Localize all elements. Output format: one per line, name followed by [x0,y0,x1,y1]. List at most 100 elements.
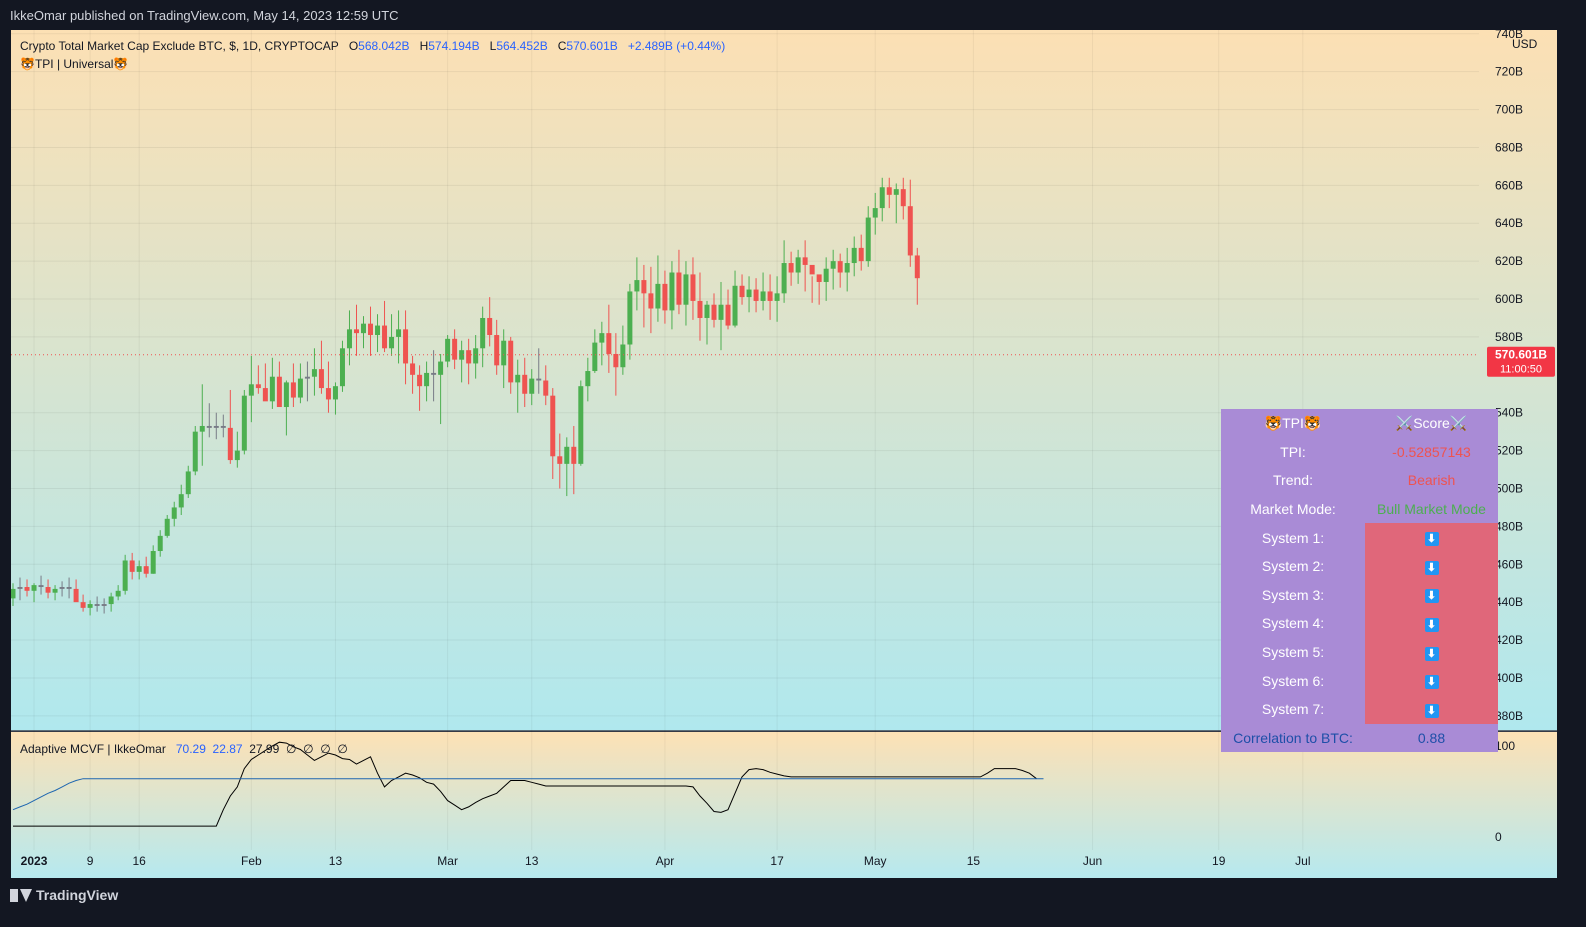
candle [914,247,920,305]
candle-body [788,263,794,273]
candle [466,338,472,385]
candle [858,234,864,271]
candle [557,433,563,489]
candle-body [872,208,878,218]
candle [382,300,388,353]
candle-body [851,247,857,264]
candle [627,283,633,360]
candle [94,596,100,612]
candle-body [557,456,563,464]
candle [599,321,605,366]
candle [157,530,163,557]
candle [690,257,696,320]
candle [844,247,850,292]
candle-body [690,274,696,301]
candle [655,255,661,322]
candle [255,365,261,394]
candle-body [17,587,23,589]
candle-body [767,291,773,301]
candle-body [262,388,268,402]
candle [725,289,731,330]
candle [606,304,612,373]
candle [424,361,430,402]
candle-body [914,255,920,279]
candle-body [837,261,843,273]
candle [550,388,556,480]
candle-body [368,323,374,336]
candle [108,592,114,612]
candle-body [171,507,177,519]
candle [648,266,654,334]
tradingview-logo[interactable]: TradingView [10,887,118,903]
candle [31,583,37,603]
candle-body [830,261,836,269]
candle [620,325,626,375]
price-tick: 580B [1495,330,1523,344]
candle-body [10,588,16,599]
high-label: H [419,39,429,53]
candle [17,577,23,601]
price-tick: 540B [1495,406,1523,420]
candle-body [578,386,584,464]
candle-body [52,588,58,593]
candle [487,297,493,347]
candle-body [59,587,65,589]
time-tick: Mar [437,854,458,868]
market-mode-label: Market Mode: [1250,501,1336,518]
candle-body [753,289,759,301]
candle-body [382,325,388,349]
candle [900,177,906,220]
candle-body [438,361,444,375]
candle [641,264,647,328]
candle-body [459,350,465,360]
candle [59,581,65,597]
candle-body [711,304,717,320]
candle [704,300,710,345]
candle [767,274,773,320]
candle-body [760,291,766,301]
candle [851,236,857,277]
candle-body [634,280,640,292]
candle [262,363,268,402]
candle-body [396,329,402,337]
candle [459,340,465,383]
candle [508,336,514,394]
candle [697,272,703,341]
chart-canvas[interactable]: 740B 720B 700B 680B 660B 640B 620B 600B 580B 540B… [10,27,1557,878]
candle-body [865,217,871,262]
candle [24,579,30,597]
candle [494,319,500,375]
candle-body [45,587,51,593]
candle-body [361,323,366,334]
candle-body [164,518,170,536]
candle [129,552,135,580]
candle-body [774,293,780,301]
candle-body [781,263,787,294]
candle [662,270,668,324]
candle [241,389,247,455]
candle [396,310,402,364]
candle [375,314,381,353]
candle [445,335,451,368]
candle [101,598,107,614]
low-label: L [489,39,497,53]
chart-frame[interactable]: 740B 720B 700B 680B 660B 640B 620B 600B 580B 540B… [10,27,1557,878]
candle [585,357,591,402]
candle-body [795,257,801,273]
symbol-header: Crypto Total Market Cap Exclude BTC, $, … [20,39,725,53]
candle-body [353,329,359,334]
candle [325,361,331,413]
candle-body [255,384,261,389]
candle-body [318,369,324,389]
candle-body [655,283,661,309]
candle-body [283,382,289,408]
candle-body [844,263,850,273]
candle-body [129,560,135,572]
candle-body [550,395,556,457]
candle [220,414,226,438]
osc-pane-bg [11,732,1557,878]
candle-body [346,329,352,349]
indicator-label[interactable]: 🐯TPI | Universal🐯 [20,57,129,71]
candle [10,583,16,606]
candle-body [94,604,100,606]
